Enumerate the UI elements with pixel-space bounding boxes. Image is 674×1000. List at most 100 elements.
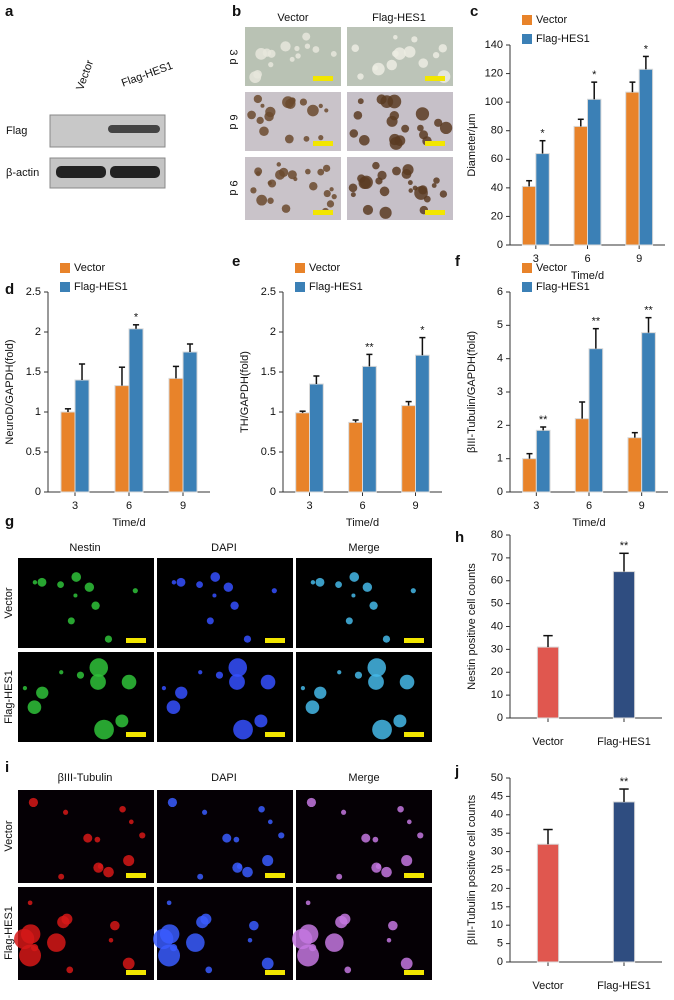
cell-sphere xyxy=(132,588,138,594)
cell-sphere xyxy=(247,938,253,943)
cell-sphere xyxy=(362,204,374,216)
cell-sphere xyxy=(36,686,49,699)
cell-sphere xyxy=(108,938,114,943)
cell-sphere xyxy=(110,920,120,931)
cell-sphere xyxy=(325,933,344,952)
cell-sphere xyxy=(315,577,325,587)
panel-letter: e xyxy=(232,253,240,270)
cell-sphere xyxy=(196,581,203,589)
y-tick-label: 4 xyxy=(497,353,503,365)
cell-sphere xyxy=(139,832,146,839)
cell-sphere xyxy=(256,116,264,125)
y-tick-label: 80 xyxy=(491,125,503,137)
row-label: Flag xyxy=(6,125,27,137)
cell-sphere xyxy=(337,670,342,675)
bar xyxy=(415,354,430,493)
cell-sphere xyxy=(418,185,428,195)
cell-sphere xyxy=(76,671,85,679)
panel-letter: f xyxy=(455,253,461,270)
cell-sphere xyxy=(412,185,418,191)
y-tick-label: 60 xyxy=(491,575,503,587)
x-tick-label: 6 xyxy=(584,253,590,265)
x-tick-label: Flag-HES1 xyxy=(597,980,651,992)
cell-sphere xyxy=(58,873,65,880)
cell-sphere xyxy=(212,593,217,598)
cell-sphere xyxy=(438,44,447,53)
cell-sphere xyxy=(418,58,429,68)
cell-sphere xyxy=(67,617,75,625)
cell-sphere xyxy=(387,94,402,109)
cell-sphere xyxy=(59,670,64,675)
cell-sphere xyxy=(103,866,114,878)
cell-sphere xyxy=(250,187,257,194)
row-label: Vector xyxy=(3,820,15,852)
cell-sphere xyxy=(265,106,276,118)
bar xyxy=(627,437,643,493)
cell-sphere xyxy=(289,56,295,62)
cell-sphere xyxy=(367,658,387,677)
cell-sphere xyxy=(261,957,274,970)
scale-bar xyxy=(265,638,285,643)
y-axis-label: βIII-Tubulin positive cell counts xyxy=(466,794,478,945)
cell-sphere xyxy=(357,174,366,183)
cell-sphere xyxy=(73,593,78,598)
y-tick-label: 2.5 xyxy=(26,286,41,298)
scale-bar xyxy=(404,638,424,643)
bar xyxy=(182,351,198,493)
cell-sphere xyxy=(90,674,106,690)
y-tick-label: 140 xyxy=(485,39,503,51)
scale-bar xyxy=(425,141,445,146)
cell-sphere xyxy=(318,103,323,109)
cell-sphere xyxy=(89,658,109,677)
cell-sphere xyxy=(295,53,301,59)
cell-sphere xyxy=(94,836,101,843)
cell-sphere xyxy=(386,59,397,71)
bar xyxy=(641,332,656,493)
cell-sphere xyxy=(323,189,331,198)
cell-sphere xyxy=(354,671,363,679)
blot-band xyxy=(108,125,160,133)
cell-sphere xyxy=(254,714,268,728)
cell-sphere xyxy=(94,719,114,740)
cell-sphere xyxy=(386,115,398,127)
cell-sphere xyxy=(393,714,407,728)
row-label: Flag-HES1 xyxy=(3,670,15,724)
panel-letter: c xyxy=(470,3,478,20)
y-tick-label: 0 xyxy=(497,486,503,498)
y-tick-label: 40 xyxy=(491,620,503,632)
y-tick-label: 15 xyxy=(491,901,503,913)
cell-sphere xyxy=(351,44,360,52)
row-label: Vector xyxy=(3,587,15,619)
cell-sphere xyxy=(357,73,364,80)
legend-label: Flag-HES1 xyxy=(74,281,128,293)
cell-sphere xyxy=(27,700,42,715)
column-label: Flag-HES1 xyxy=(120,60,175,90)
y-tick-label: 25 xyxy=(491,864,503,876)
cell-sphere xyxy=(314,686,327,699)
bar xyxy=(574,418,590,493)
cell-sphere xyxy=(229,674,245,690)
significance: * xyxy=(134,312,139,324)
significance: ** xyxy=(592,316,601,328)
column-label: Nestin xyxy=(69,542,100,554)
cell-sphere xyxy=(423,195,431,203)
cell-sphere xyxy=(353,111,363,120)
panel-letter: d xyxy=(5,281,14,298)
y-tick-label: 70 xyxy=(491,552,503,564)
legend-label: Flag-HES1 xyxy=(309,281,363,293)
cell-sphere xyxy=(167,797,178,808)
y-tick-label: 30 xyxy=(491,643,503,655)
cell-sphere xyxy=(284,134,294,144)
cell-sphere xyxy=(267,180,272,186)
cell-sphere xyxy=(253,94,263,104)
cell-sphere xyxy=(411,36,418,43)
x-axis-label: Time/d xyxy=(572,517,605,529)
y-tick-label: 0 xyxy=(35,486,41,498)
cell-sphere xyxy=(200,913,212,925)
cell-sphere xyxy=(349,129,359,138)
bar xyxy=(168,377,184,493)
x-axis-label: Time/d xyxy=(112,517,145,529)
column-label: Flag-HES1 xyxy=(372,12,426,24)
y-tick-label: 120 xyxy=(485,67,503,79)
cell-sphere xyxy=(32,580,38,585)
